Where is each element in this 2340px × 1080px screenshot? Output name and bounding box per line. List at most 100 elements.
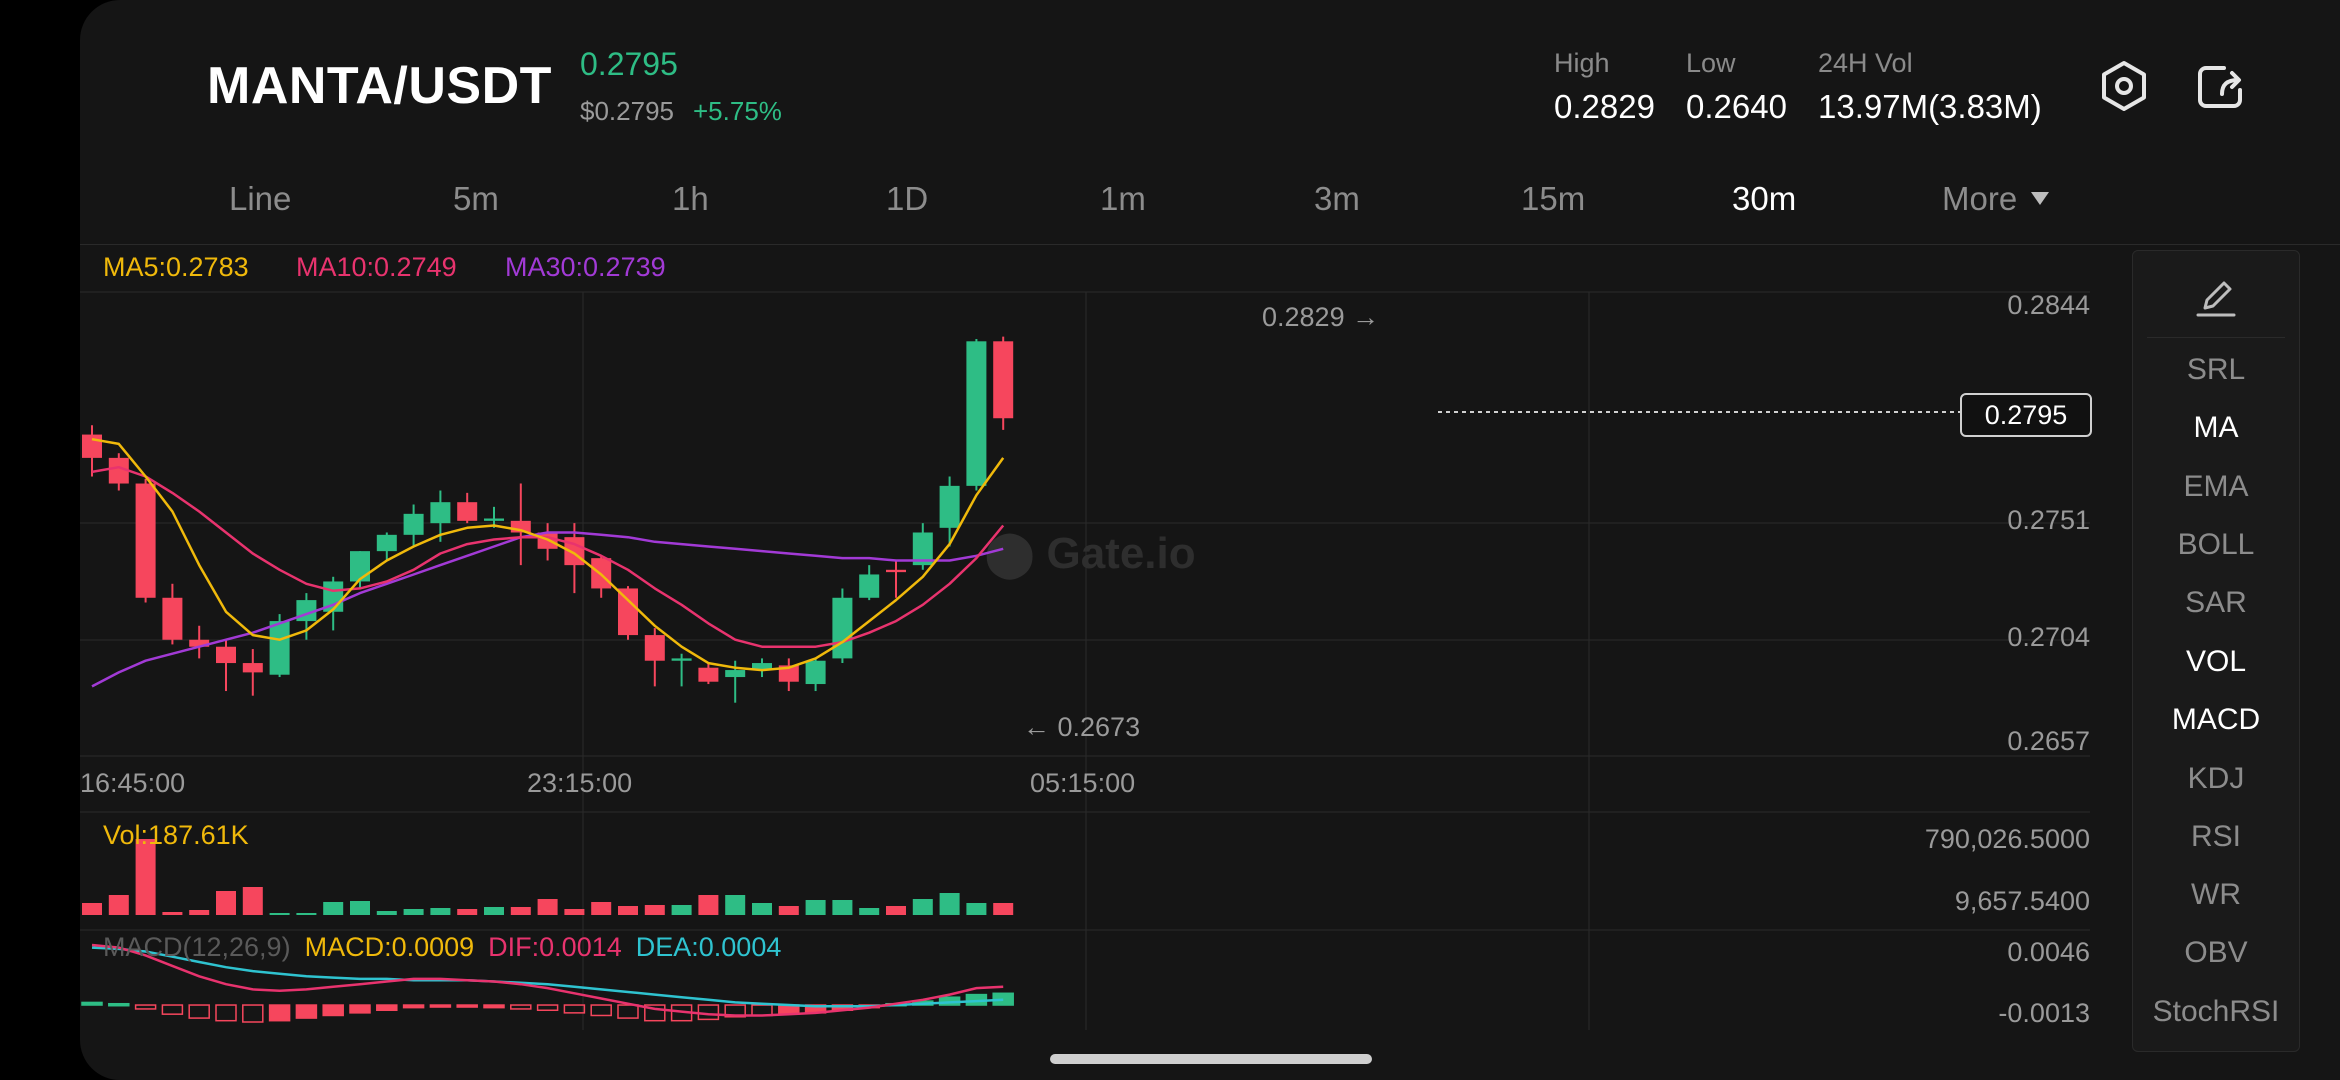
indicator-boll[interactable]: BOLL <box>2177 528 2255 561</box>
macd-axis-label: 0.0046 <box>2007 937 2090 967</box>
tab-more[interactable]: More <box>1942 176 2050 222</box>
volume-bar <box>859 908 880 915</box>
candle-body <box>698 667 719 682</box>
tab-1m[interactable]: 1m <box>1100 180 1146 217</box>
volume-bar <box>430 908 451 915</box>
macd-bar <box>456 1004 478 1008</box>
share-icon[interactable] <box>2190 56 2250 116</box>
macd-bar <box>349 1004 371 1014</box>
volume-bar <box>537 899 558 915</box>
candle-body <box>778 665 799 682</box>
volume-bar <box>671 905 692 915</box>
macd-bar <box>402 1004 425 1009</box>
indicator-stochrsi[interactable]: StochRSI <box>2152 995 2280 1028</box>
volume-bar <box>216 891 236 915</box>
indicator-sar[interactable]: SAR <box>2185 586 2247 619</box>
price-axis-label: 0.2704 <box>2007 622 2090 652</box>
candle-body <box>108 457 129 484</box>
tab-line[interactable]: Line <box>229 180 292 217</box>
volume-axis-label: 790,026.5000 <box>1924 824 2090 854</box>
indicator-vol[interactable]: VOL <box>2185 645 2247 678</box>
current-price-tag: 0.2795 <box>1960 393 2092 437</box>
volume-bar <box>644 905 665 915</box>
candle-body <box>82 434 102 458</box>
macd-bar <box>108 1002 130 1007</box>
tab-5m[interactable]: 5m <box>453 180 499 217</box>
macd-params-label: MACD(12,26,9) <box>103 932 291 962</box>
candle-body <box>618 588 638 636</box>
volume-bar <box>189 910 210 915</box>
volume-axis-label: 9,657.5400 <box>1954 886 2090 916</box>
macd-legend: MACD(12,26,9) MACD:0.0009 DIF:0.0014 DEA… <box>103 932 781 963</box>
volume-bar <box>993 903 1014 915</box>
macd-bar <box>724 1004 746 1018</box>
macd-histogram <box>81 943 1014 1023</box>
candle-body <box>242 663 263 673</box>
volume-bar <box>912 899 933 915</box>
dif-line <box>91 943 1004 1017</box>
macd-bar <box>242 1004 264 1023</box>
tab-30m[interactable]: 30m <box>1732 180 1797 217</box>
drawing-tool-button[interactable] <box>2178 271 2254 323</box>
candle-body <box>966 341 987 486</box>
volume-bar <box>296 913 317 915</box>
ma30-line <box>91 531 1004 688</box>
macd-bar <box>429 1004 452 1008</box>
candle-body <box>162 597 183 640</box>
price-change: +5.75% <box>693 96 782 126</box>
tab-1h[interactable]: 1h <box>672 180 709 217</box>
time-axis-label: 16:45:00 <box>80 768 186 798</box>
stat-high-value: 0.2829 <box>1554 88 1655 125</box>
stat-vol-value: 13.97M(3.83M) <box>1818 88 2042 125</box>
macd-bar <box>81 1001 103 1006</box>
indicator-obv[interactable]: OBV <box>2184 936 2248 969</box>
volume-bar <box>350 901 370 915</box>
macd-bar <box>161 1004 184 1015</box>
candlestick-chart[interactable]: ⬤ Gate.io <box>80 0 2090 1080</box>
candle-body <box>350 551 370 582</box>
ma10-legend: MA10:0.2749 <box>296 252 457 282</box>
macd-bar <box>563 1004 586 1014</box>
dea-line <box>91 946 1004 1008</box>
settings-icon[interactable] <box>2094 56 2154 116</box>
tab-3m[interactable]: 3m <box>1314 180 1360 217</box>
volume-bar <box>510 907 531 915</box>
macd-bar <box>268 1004 291 1022</box>
indicator-ma[interactable]: MA <box>2193 411 2239 444</box>
pencil-icon <box>2196 281 2236 317</box>
macd-bar <box>134 1004 157 1010</box>
indicator-kdj[interactable]: KDJ <box>2187 762 2245 795</box>
volume-bar <box>82 903 102 915</box>
candle-body <box>269 621 290 675</box>
tab-1d[interactable]: 1D <box>886 180 929 217</box>
volume-bar <box>269 913 290 915</box>
macd-bar <box>590 1004 612 1017</box>
usd-price: $0.2795 <box>580 96 674 126</box>
volume-bar <box>484 907 504 915</box>
indicator-srl[interactable]: SRL <box>2186 353 2246 386</box>
indicator-rsi[interactable]: RSI <box>2190 820 2241 853</box>
volume-bar <box>108 895 129 915</box>
candle-body <box>886 569 906 573</box>
volume-bar <box>376 911 397 915</box>
volume-bar <box>564 909 585 915</box>
tab-15m[interactable]: 15m <box>1521 180 1586 217</box>
candle-body <box>805 660 826 685</box>
volume-bar <box>618 906 638 915</box>
indicator-macd[interactable]: MACD <box>2171 703 2261 736</box>
pair-symbol[interactable]: MANTA/USDT <box>207 57 552 115</box>
candle-body <box>376 534 397 552</box>
volume-bar <box>698 895 719 915</box>
indicator-panel: SRL MA EMA BOLL SAR VOL MACD KDJ RSI WR … <box>2132 250 2300 1052</box>
indicator-wr[interactable]: WR <box>2191 878 2241 911</box>
indicator-ema[interactable]: EMA <box>2183 470 2249 503</box>
home-indicator[interactable] <box>1050 1054 1372 1064</box>
panel-divider <box>2147 337 2285 338</box>
last-price: 0.2795 <box>580 46 678 82</box>
max-price-annotation: 0.2829 → <box>1262 302 1380 332</box>
volume-bar <box>752 903 772 915</box>
macd-bar <box>644 1004 666 1022</box>
dif-value-label: DIF:0.0014 <box>488 932 622 962</box>
ma30-legend: MA30:0.2739 <box>505 252 666 282</box>
ma10-line <box>91 465 1005 648</box>
